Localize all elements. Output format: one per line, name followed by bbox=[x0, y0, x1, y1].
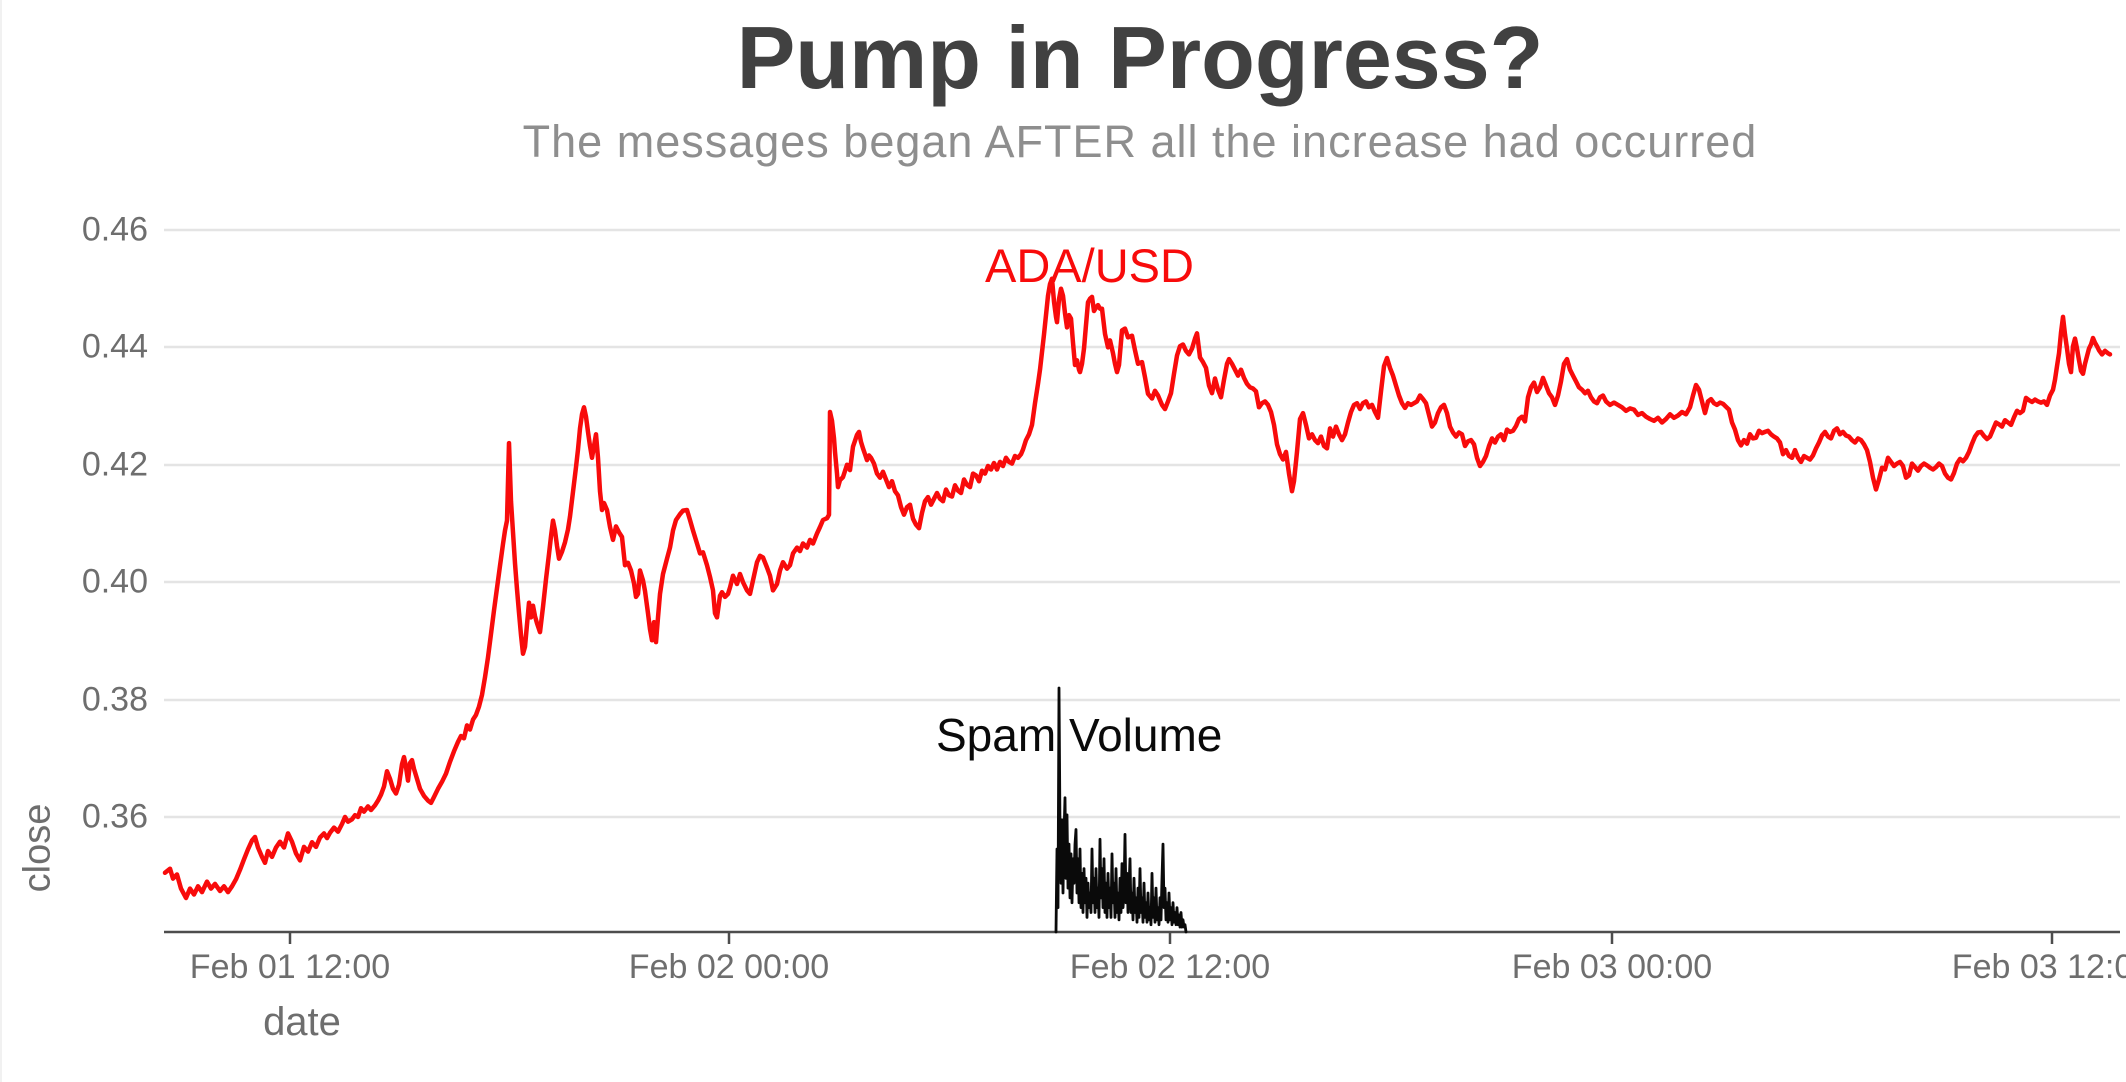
series-label-spam-volume: Spam Volume bbox=[936, 709, 1223, 761]
x-tick-label: Feb 03 12:00 bbox=[1951, 948, 2126, 986]
x-tick-label: Feb 01 12:00 bbox=[189, 948, 391, 986]
title-block: Pump in Progress? The messages began AFT… bbox=[165, 0, 2115, 168]
price-line-ada-usd bbox=[162, 276, 2113, 901]
x-axis-title: date bbox=[263, 1000, 341, 1044]
y-tick-label: 0.44 bbox=[81, 327, 148, 366]
x-tick-label: Feb 02 12:00 bbox=[1069, 948, 1271, 986]
x-tick-label: Feb 03 00:00 bbox=[1511, 948, 1713, 986]
spam-volume-line bbox=[1054, 686, 1188, 934]
gridlines bbox=[164, 228, 2120, 819]
y-tick-label: 0.42 bbox=[81, 445, 148, 484]
x-axis-tick-marks bbox=[288, 932, 2054, 944]
series-label-ada-usd: ADA/USD bbox=[985, 239, 1194, 292]
y-tick-label: 0.36 bbox=[81, 797, 148, 836]
y-tick-label: 0.38 bbox=[81, 680, 148, 719]
chart-title: Pump in Progress? bbox=[736, 8, 1544, 107]
y-tick-label: 0.40 bbox=[81, 562, 148, 601]
x-tick-label: Feb 02 00:00 bbox=[628, 948, 830, 986]
chart-subtitle: The messages began AFTER all the increas… bbox=[522, 116, 1758, 167]
left-edge-artifact bbox=[0, 0, 2, 1082]
y-tick-label: 0.46 bbox=[81, 210, 148, 249]
